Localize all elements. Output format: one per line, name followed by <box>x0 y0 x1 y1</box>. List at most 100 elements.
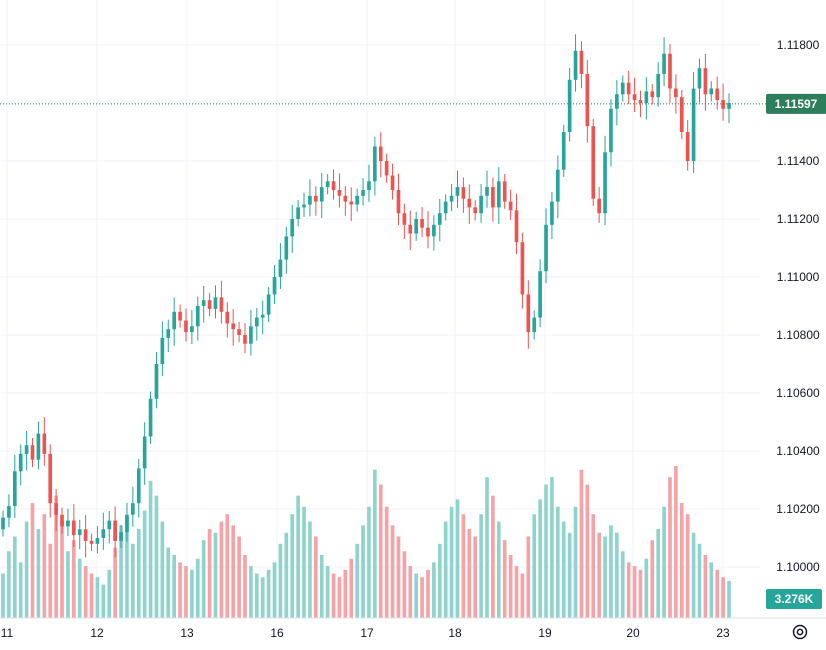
volume-bar <box>567 532 572 618</box>
volume-bar <box>502 540 507 618</box>
candle-body <box>615 94 619 109</box>
candle-body <box>343 195 348 202</box>
y-tick-label: 1.10800 <box>776 328 820 342</box>
volume-bar <box>349 558 354 618</box>
volume-bar <box>408 566 413 618</box>
candle-body <box>172 311 177 330</box>
candle-body <box>36 433 41 460</box>
candle-body <box>691 88 696 161</box>
volume-bar <box>201 540 206 618</box>
candle-body <box>650 91 655 98</box>
candle-body <box>674 88 678 98</box>
volume-bar <box>591 514 596 618</box>
settings-gear-icon[interactable] <box>792 624 808 640</box>
x-tick-label: 17 <box>360 626 374 640</box>
candle-body <box>125 514 129 533</box>
candle-body <box>254 317 259 327</box>
candle-body <box>308 195 312 205</box>
candle-body <box>101 529 106 538</box>
candle-body <box>178 311 182 321</box>
volume-bar <box>378 484 383 618</box>
volume-bar <box>650 540 655 618</box>
candle-body <box>243 335 247 344</box>
volume-bar <box>597 532 601 618</box>
candle-body <box>426 227 430 237</box>
candle-body <box>119 532 123 541</box>
volume-bar <box>136 529 141 618</box>
volume-bar <box>615 532 619 618</box>
candle-body <box>697 68 702 89</box>
price-axis[interactable]: 1.118001.116001.114001.112001.110001.108… <box>776 38 820 574</box>
candle-body <box>77 529 82 536</box>
volume-bar <box>674 466 678 618</box>
candle-body <box>302 204 306 208</box>
volume-bar <box>656 529 661 618</box>
candle-body <box>60 514 64 527</box>
candle-body <box>184 320 188 333</box>
volume-bar <box>443 521 448 618</box>
candle-body <box>685 132 690 161</box>
candle-body <box>12 471 17 507</box>
volume-bar <box>355 543 359 618</box>
candle-body <box>349 201 354 205</box>
volume-bar <box>83 566 88 618</box>
volume-bar <box>24 521 29 618</box>
volume-bar <box>1 573 5 618</box>
candle-body <box>131 503 135 515</box>
candle-body <box>467 198 472 208</box>
x-tick-label: 16 <box>270 626 284 640</box>
candle-body <box>48 453 53 504</box>
candle-body <box>597 198 601 214</box>
candle-body <box>437 213 442 225</box>
candle-body <box>95 538 100 544</box>
x-tick-label: 13 <box>180 626 194 640</box>
volume-bar <box>367 506 371 618</box>
volume-bar <box>284 532 289 618</box>
candle-body <box>461 187 466 199</box>
candle-body <box>1 517 5 530</box>
volume-bar <box>7 551 11 618</box>
y-tick-label: 1.10200 <box>776 502 820 516</box>
candle-body <box>390 175 395 190</box>
candle-body <box>443 201 448 214</box>
candle-body <box>432 224 436 237</box>
candle-body <box>18 453 23 472</box>
candle-body <box>201 300 206 306</box>
volume-bar <box>30 503 35 618</box>
candle-body <box>355 195 359 205</box>
volume-bar <box>532 514 537 618</box>
time-axis[interactable]: 11 12 13 16 17 18 19 20 23 <box>0 617 826 640</box>
candle-body <box>544 224 548 272</box>
candle-body <box>113 520 117 541</box>
volume-bar <box>237 536 241 618</box>
candle-body <box>638 100 643 103</box>
candle-body <box>567 79 572 132</box>
candle-body <box>703 68 708 95</box>
volume-bar <box>18 562 23 618</box>
volume-badge-bg <box>766 589 822 609</box>
candle-body <box>207 300 212 309</box>
candle-body <box>278 259 283 277</box>
volume-bar <box>426 569 430 618</box>
y-tick-label: 1.11200 <box>777 212 820 226</box>
last-price-badge-bg <box>766 93 826 114</box>
volume-bar <box>296 495 300 618</box>
volume-bar <box>561 521 566 618</box>
volume-bar <box>579 469 584 618</box>
candle-body <box>520 242 525 295</box>
candle-body <box>473 207 478 214</box>
volume-bar <box>266 569 271 618</box>
x-tick-label: 19 <box>538 626 552 640</box>
volume-bar <box>231 525 236 618</box>
x-tick-label: 11 <box>1 626 14 640</box>
candle-body <box>626 82 631 95</box>
candle-body <box>378 146 383 161</box>
candle-body <box>591 126 596 199</box>
candle-body <box>396 190 401 214</box>
candle-body <box>190 326 194 333</box>
volume-bar <box>12 536 17 618</box>
candle-body <box>7 506 11 518</box>
candle-body <box>107 520 112 530</box>
candle-body <box>296 207 300 219</box>
